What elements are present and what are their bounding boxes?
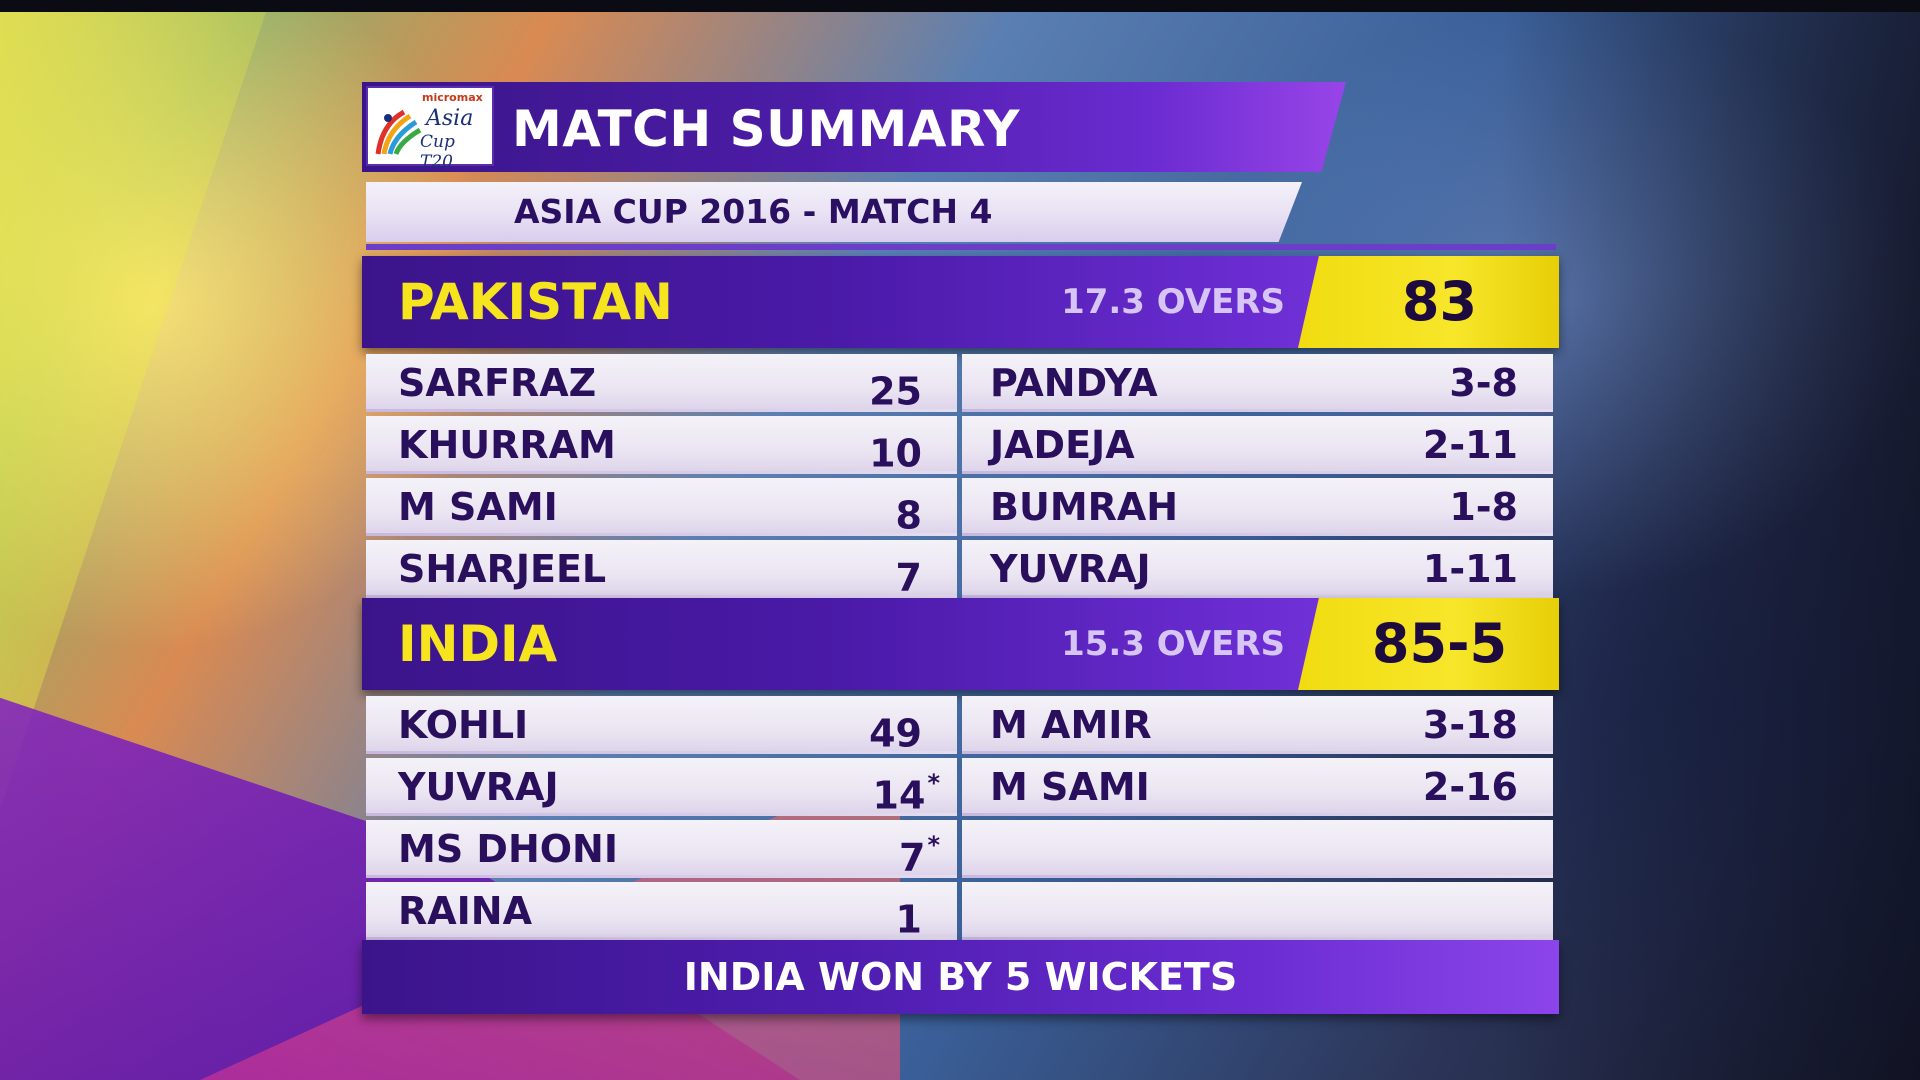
overs-label: 15.3 OVERS [1061,624,1285,664]
bowling-row [962,758,1553,816]
batting-row [366,354,957,412]
batting-row [366,696,957,754]
batter-runs: 7* [898,831,940,880]
bowler-figures: 1-11 [1422,547,1518,591]
bowling-row [962,416,1553,474]
batter-runs: 1 [895,897,922,942]
batter-runs: 10 [869,431,922,476]
batter-name: RAINA [398,889,533,933]
bowler-name: YUVRAJ [990,547,1151,591]
bowler-name: JADEJA [990,423,1135,467]
header-bar [362,82,1346,172]
bowler-figures: 2-11 [1422,423,1518,467]
batter-name: KHURRAM [398,423,616,467]
match-result: INDIA WON BY 5 WICKETS [683,955,1238,999]
bowling-row [962,354,1553,412]
batter-name: M SAMI [398,485,558,529]
bowler-figures: 3-8 [1449,361,1518,405]
bowler-figures: 2-16 [1422,765,1518,809]
team-score: 85-5 [1371,612,1508,675]
bowling-row-empty [962,820,1553,878]
batter-name: SHARJEEL [398,547,607,591]
batter-name: SARFRAZ [398,361,597,405]
bowling-row [962,540,1553,598]
bowler-name: M AMIR [990,703,1152,747]
batter-name: KOHLI [398,703,529,747]
match-subtitle: ASIA CUP 2016 - MATCH 4 [514,192,993,231]
bowling-row [962,478,1553,536]
team-score: 83 [1401,270,1478,333]
batter-runs: 8 [895,493,922,538]
asia-cup-logo: micromax Asia Cup T20 [366,86,494,172]
batting-row [366,416,957,474]
page-title: MATCH SUMMARY [512,100,1020,158]
batter-runs: 14* [872,769,940,818]
batter-runs: 7 [895,555,922,600]
score-box [1298,256,1559,348]
batter-runs: 25 [869,369,922,414]
bowler-name: PANDYA [990,361,1158,405]
bowler-name: BUMRAH [990,485,1179,529]
bowler-name: M SAMI [990,765,1150,809]
batter-runs: 49 [869,711,922,756]
bowler-figures: 1-8 [1449,485,1518,529]
bowler-figures: 3-18 [1422,703,1518,747]
batting-row [366,758,957,816]
overs-label: 17.3 OVERS [1061,282,1285,322]
top-bar [0,0,1920,12]
batter-name: YUVRAJ [398,765,559,809]
bowling-row-empty [962,882,1553,940]
batter-name: MS DHONI [398,827,619,871]
batting-row [366,882,957,940]
logo-sponsor: micromax [422,91,483,104]
divider [366,244,1556,250]
result-bar [362,940,1559,1014]
batting-row [366,540,957,598]
cricket-logo-icon [375,109,422,155]
score-box [1298,598,1559,690]
subtitle-bar [366,182,1302,242]
team-name: INDIA [398,615,558,673]
team-name: PAKISTAN [398,273,673,331]
logo-line1: Asia [426,106,474,131]
logo-line2: Cup T20 [420,132,455,172]
batting-row [366,820,957,878]
bowling-row [962,696,1553,754]
batting-row [366,478,957,536]
